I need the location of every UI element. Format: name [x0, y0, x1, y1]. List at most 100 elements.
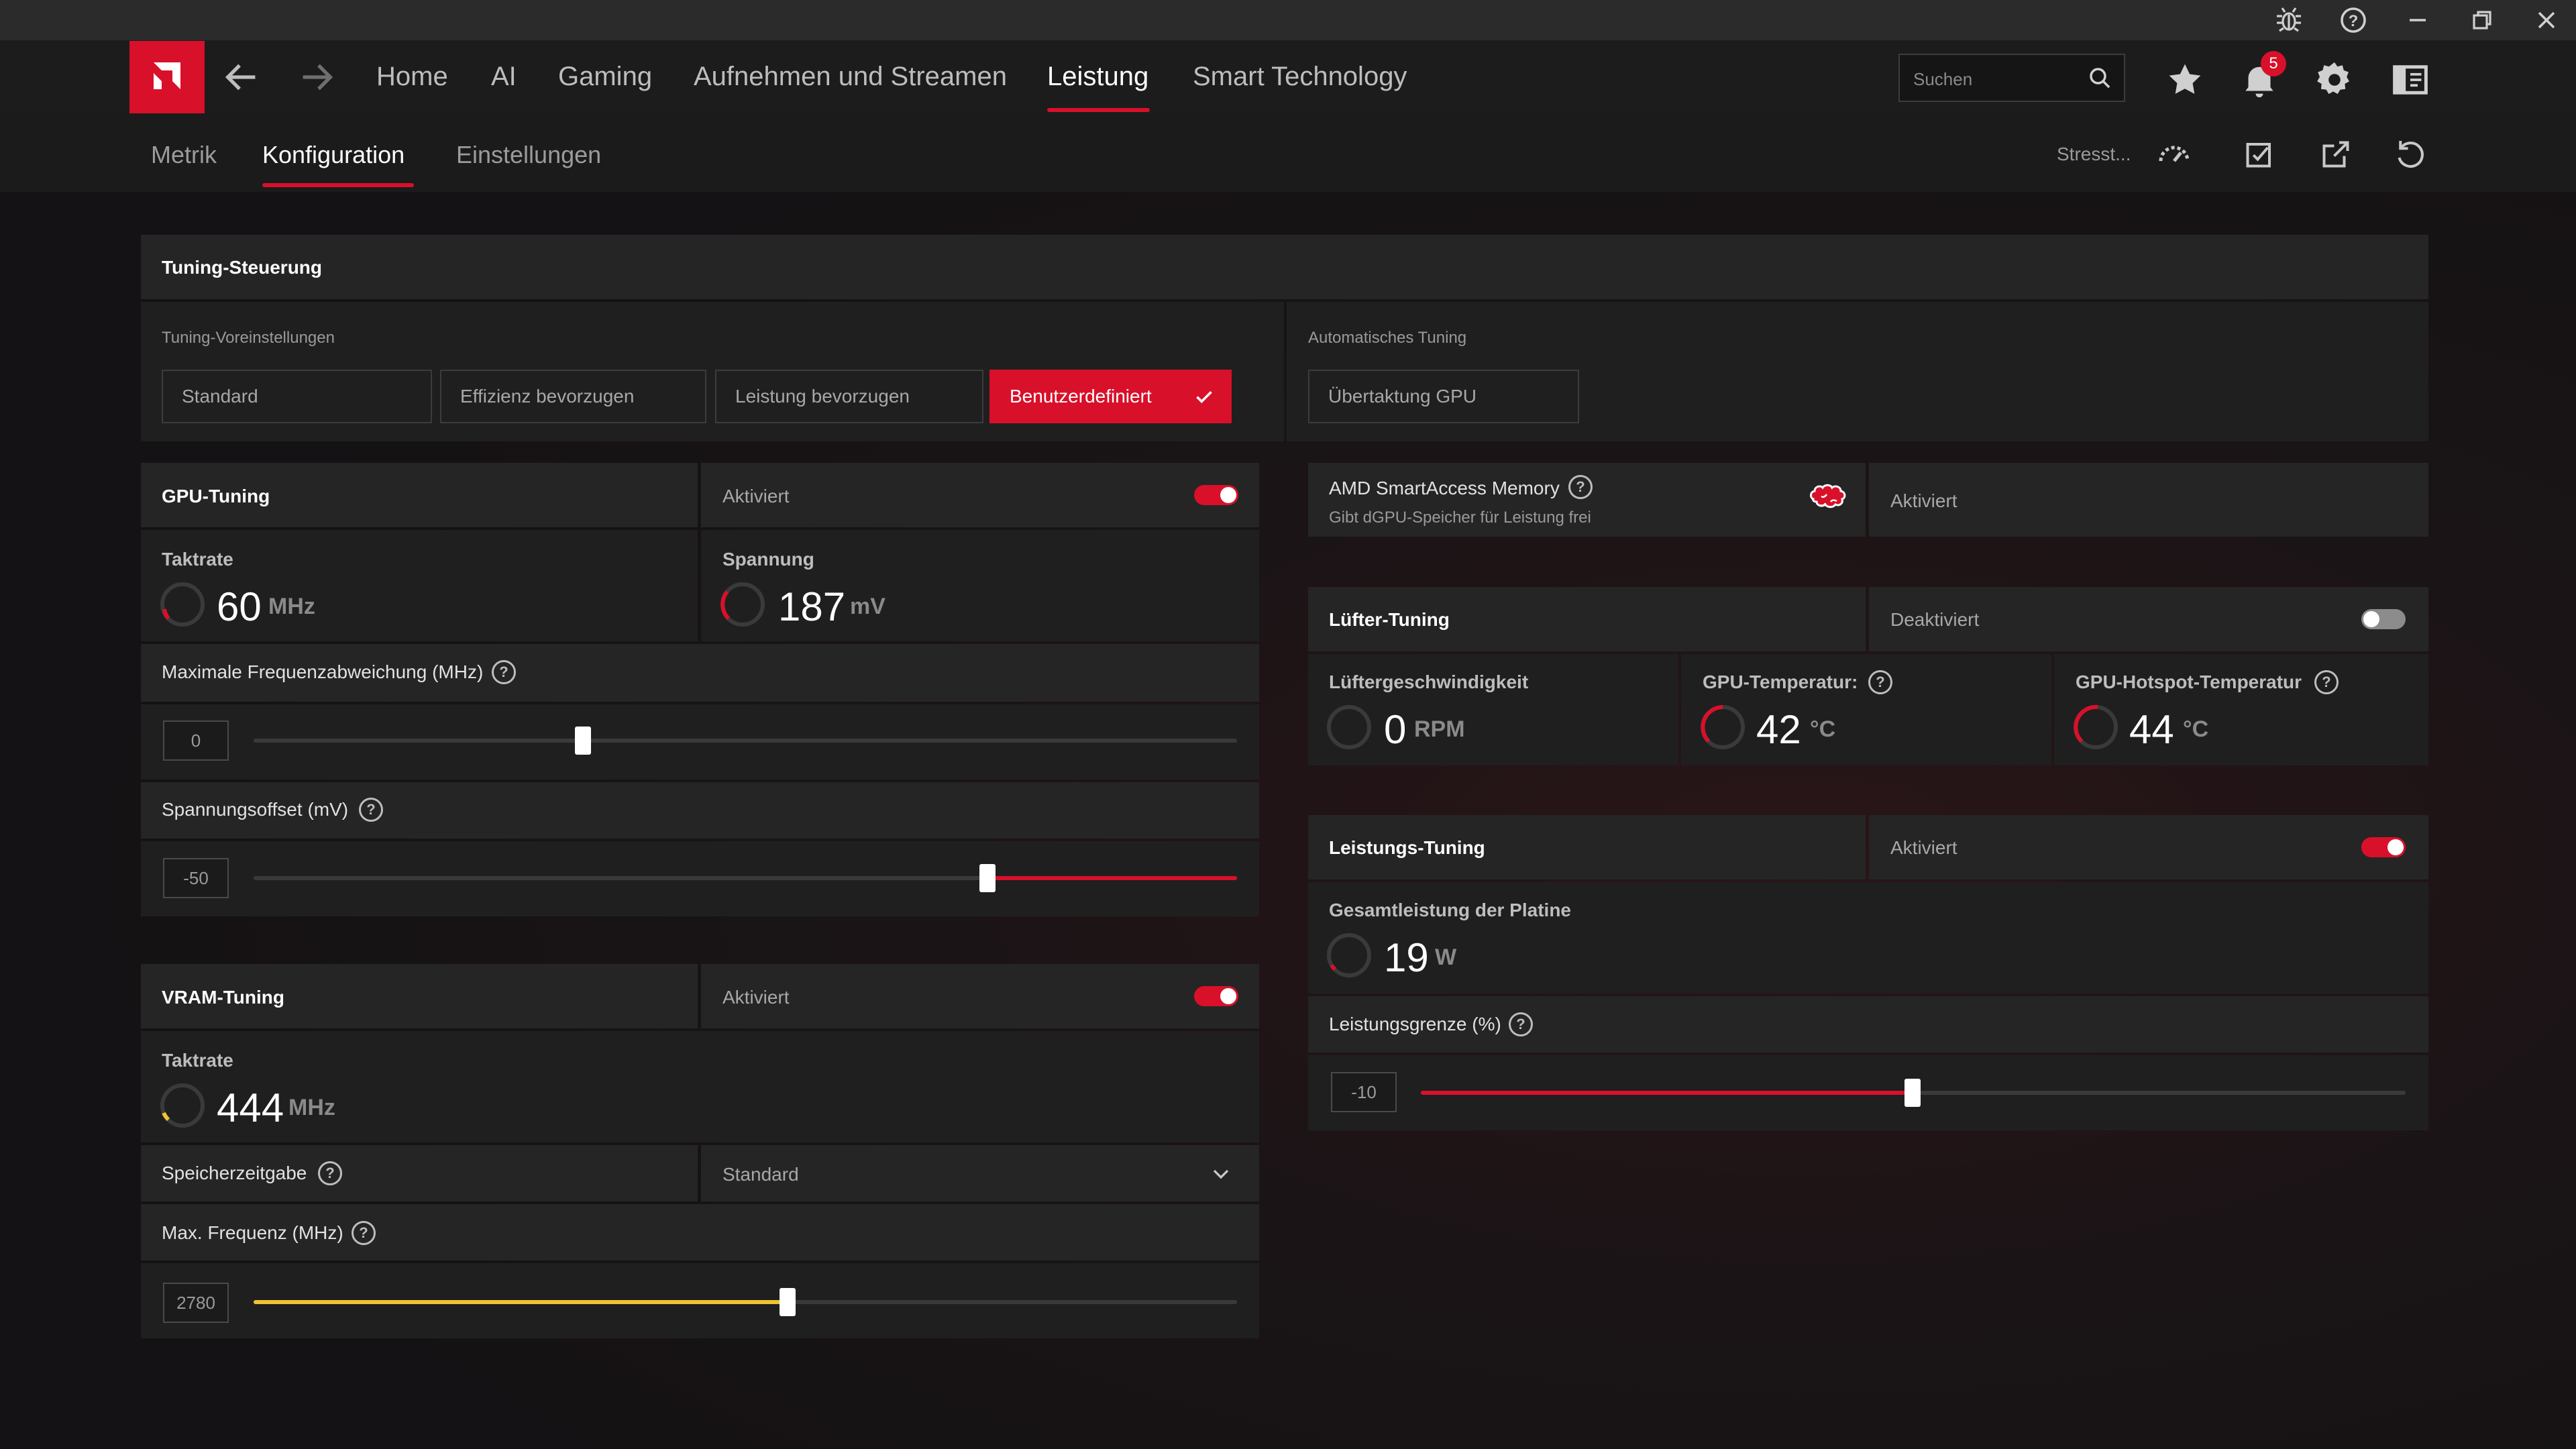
gpu-clock-label: Taktrate	[162, 549, 233, 570]
selected-check-icon	[1192, 384, 1216, 409]
gpu-temp-unit: °C	[1810, 716, 1836, 742]
back-arrow-icon[interactable]	[218, 54, 265, 101]
tuning-control-title: Tuning-Steuerung	[162, 257, 322, 278]
gpu-tuning-toggle[interactable]	[1194, 485, 1238, 505]
max-freq-help-icon[interactable]: ?	[352, 1221, 376, 1245]
amd-logo[interactable]	[129, 41, 205, 113]
board-power-cell	[1308, 882, 2428, 994]
preset-efficiency-button[interactable]: Effizienz bevorzugen	[440, 370, 706, 423]
smart-access-memory-status: Aktiviert	[1890, 490, 1957, 511]
tuning-presets-label: Tuning-Voreinstellungen	[162, 329, 335, 347]
gpu-voltage-value: 187	[778, 584, 846, 629]
preset-custom-button[interactable]: Benutzerdefiniert	[989, 370, 1232, 423]
volt-offset-help-icon[interactable]: ?	[359, 798, 383, 822]
gpu-tuning-status-cell	[701, 463, 1259, 527]
chevron-down-icon[interactable]	[1208, 1161, 1234, 1187]
export-icon[interactable]	[2316, 134, 2356, 174]
tab-configuration[interactable]: Konfiguration	[262, 141, 405, 168]
title-bar	[0, 0, 2576, 40]
apply-profile-icon[interactable]	[2239, 134, 2279, 174]
power-limit-slider-thumb[interactable]	[1904, 1079, 1921, 1107]
volt-offset-slider-track[interactable]	[254, 876, 1237, 880]
nav-performance[interactable]: Leistung	[1047, 62, 1149, 91]
hotspot-temp-help-icon[interactable]: ?	[2314, 670, 2339, 694]
nav-home[interactable]: Home	[376, 62, 448, 91]
gpu-temp-value: 42	[1756, 707, 1801, 752]
power-tuning-toggle[interactable]	[2361, 837, 2406, 857]
gpu-temp-help-icon[interactable]: ?	[1868, 670, 1892, 694]
bug-icon[interactable]	[2273, 4, 2305, 36]
power-limit-header	[1308, 996, 2428, 1053]
max-freq-header	[141, 1204, 1259, 1260]
gpu-tuning-status: Aktiviert	[722, 486, 790, 506]
nav-ai[interactable]: AI	[491, 62, 517, 91]
gpu-temp-cell	[1681, 654, 2051, 765]
nav-gaming[interactable]: Gaming	[558, 62, 653, 91]
hotspot-temp-gauge-icon	[2074, 704, 2118, 749]
vram-clock-unit: MHz	[288, 1095, 335, 1120]
stress-gauge-icon[interactable]	[2154, 134, 2194, 174]
volt-offset-value[interactable]: -50	[163, 858, 229, 898]
memory-timing-value[interactable]: Standard	[722, 1164, 799, 1185]
nav-smart-technology[interactable]: Smart Technology	[1193, 62, 1407, 91]
forward-arrow-icon[interactable]	[293, 54, 340, 101]
sidebar-panel-icon[interactable]	[2388, 58, 2432, 102]
smart-access-memory-help-icon[interactable]: ?	[1568, 475, 1593, 499]
preset-performance-button[interactable]: Leistung bevorzugen	[715, 370, 983, 423]
gpu-clock-value: 60	[217, 584, 262, 629]
max-freq-slider-thumb[interactable]	[780, 1288, 796, 1316]
gpu-tuning-title: GPU-Tuning	[162, 486, 270, 506]
power-tuning-status: Aktiviert	[1890, 837, 1957, 858]
fan-tuning-toggle[interactable]	[2361, 609, 2406, 629]
fan-speed-label: Lüftergeschwindigkeit	[1329, 672, 1529, 692]
hotspot-temp-cell	[2054, 654, 2428, 765]
power-tuning-header	[1308, 815, 1866, 879]
nav-recording-streaming[interactable]: Aufnehmen und Streamen	[694, 62, 1007, 91]
smart-access-memory-status-cell	[1869, 463, 2428, 537]
freq-offset-value[interactable]: 0	[163, 720, 229, 761]
freq-offset-slider-thumb[interactable]	[575, 727, 591, 755]
preset-standard-button[interactable]: Standard	[162, 370, 432, 423]
gpu-clock-cell	[141, 530, 698, 641]
freq-offset-help-icon[interactable]: ?	[492, 660, 516, 684]
settings-gear-icon[interactable]	[2312, 58, 2357, 102]
memory-timing-label-cell	[141, 1145, 698, 1201]
restore-icon[interactable]	[2466, 4, 2498, 36]
power-limit-value[interactable]: -10	[1331, 1072, 1397, 1112]
volt-offset-header	[141, 782, 1259, 839]
vram-tuning-status: Aktiviert	[722, 987, 790, 1008]
volt-offset-slider-thumb[interactable]	[979, 864, 996, 892]
vram-clock-label: Taktrate	[162, 1050, 233, 1071]
vram-clock-gauge-icon	[160, 1083, 205, 1128]
fan-tuning-title: Lüfter-Tuning	[1329, 609, 1450, 630]
minimize-icon[interactable]	[2402, 4, 2434, 36]
freq-offset-slider-track[interactable]	[254, 739, 1237, 743]
gpu-tuning-header	[141, 463, 698, 527]
help-icon[interactable]: ?	[2337, 4, 2369, 36]
power-limit-label: Leistungsgrenze (%)	[1329, 1014, 1501, 1034]
search-input[interactable]	[1913, 67, 2081, 91]
vram-tuning-header	[141, 964, 698, 1028]
memory-timing-help-icon[interactable]: ?	[318, 1161, 342, 1185]
search-box[interactable]	[1898, 54, 2125, 102]
tuning-control-header	[141, 235, 2428, 299]
memory-timing-select[interactable]	[701, 1145, 1259, 1201]
favorites-star-icon[interactable]	[2163, 58, 2207, 102]
close-icon[interactable]	[2530, 4, 2563, 36]
power-tuning-status-cell	[1869, 815, 2428, 879]
tab-settings[interactable]: Einstellungen	[456, 141, 602, 168]
power-limit-slider-fill	[1421, 1091, 1913, 1095]
gpu-temp-gauge-icon	[1701, 705, 1745, 749]
freq-offset-header	[141, 644, 1259, 702]
tab-metrics[interactable]: Metrik	[151, 141, 217, 168]
gpu-voltage-label: Spannung	[722, 549, 814, 570]
stress-test-label[interactable]: Stresst...	[2057, 144, 2131, 164]
overclock-gpu-button[interactable]: Übertaktung GPU	[1308, 370, 1579, 423]
search-icon[interactable]	[2086, 64, 2114, 93]
reset-icon[interactable]	[2390, 134, 2430, 174]
vram-tuning-toggle[interactable]	[1194, 986, 1238, 1006]
smart-access-memory-subtitle: Gibt dGPU-Speicher für Leistung frei	[1329, 508, 1591, 527]
gpu-clock-unit: MHz	[268, 594, 315, 619]
power-limit-help-icon[interactable]: ?	[1509, 1012, 1533, 1036]
max-freq-value[interactable]: 2780	[163, 1283, 229, 1323]
